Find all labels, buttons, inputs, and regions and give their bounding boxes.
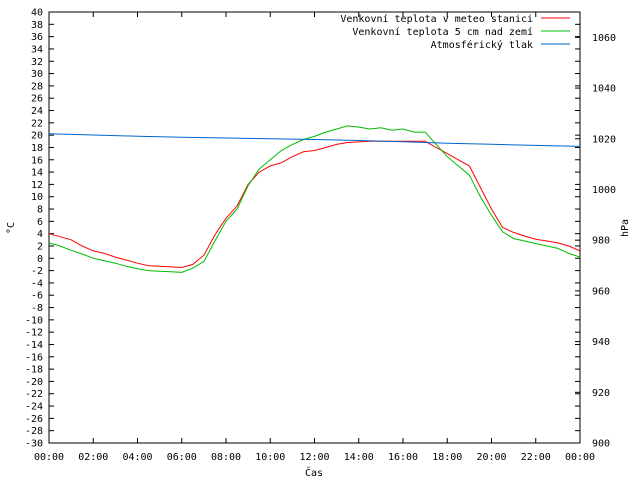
y-left-tick-label: 12 — [31, 180, 43, 191]
legend: Venkovní teplota v meteo staniciVenkovní… — [340, 13, 570, 51]
y-right-tick-label: 900 — [592, 439, 610, 450]
y-left-tick-label: 24 — [31, 106, 43, 117]
y-left-tick-label: 8 — [37, 205, 43, 216]
y-left-tick-label: 26 — [31, 94, 43, 105]
y-left-tick-label: -30 — [25, 439, 43, 450]
y-left-tick-label: -14 — [25, 340, 43, 351]
y-left-tick-label: 14 — [31, 168, 43, 179]
y-left-tick-label: 30 — [31, 69, 43, 80]
x-tick-label: 00:00 — [34, 452, 64, 463]
y-left-tick-label: -2 — [31, 266, 43, 277]
y-left-tick-label: 28 — [31, 81, 43, 92]
y-left-tick-label: 38 — [31, 20, 43, 31]
x-tick-label: 02:00 — [78, 452, 108, 463]
x-tick-label: 22:00 — [521, 452, 551, 463]
legend-label-3: Atmosférický tlak — [431, 39, 533, 51]
legend-label-2: Venkovní teplota 5 cm nad zemí — [352, 26, 533, 38]
y-right-tick-label: 940 — [592, 337, 610, 348]
x-tick-label: 06:00 — [167, 452, 197, 463]
y-left-tick-label: -28 — [25, 426, 43, 437]
y-left-tick-label: -26 — [25, 414, 43, 425]
y-left-tick-label: 34 — [31, 44, 43, 55]
x-axis-title: Čas — [305, 466, 323, 479]
x-tick-label: 18:00 — [432, 452, 462, 463]
y-left-tick-label: 22 — [31, 118, 43, 129]
y-left-tick-label: 16 — [31, 155, 43, 166]
legend-label-1: Venkovní teplota v meteo stanici — [340, 13, 533, 25]
y-left-tick-label: -20 — [25, 377, 43, 388]
y-left-tick-label: 18 — [31, 143, 43, 154]
y-right-tick-label: 1040 — [592, 84, 616, 95]
y-right-tick-label: 1000 — [592, 185, 616, 196]
y-left-tick-label: 2 — [37, 241, 43, 252]
y-right-tick-label: 920 — [592, 388, 610, 399]
y-left-tick-label: 36 — [31, 32, 43, 43]
x-tick-label: 08:00 — [211, 452, 241, 463]
y-left-tick-label: 32 — [31, 57, 43, 68]
y-left-tick-label: 20 — [31, 131, 43, 142]
y-left-tick-label: -12 — [25, 328, 43, 339]
x-tick-label: 16:00 — [388, 452, 418, 463]
x-tick-label: 14:00 — [344, 452, 374, 463]
y-left-tick-label: 0 — [37, 254, 43, 265]
series-line-1 — [48, 140, 581, 269]
y-left-tick-label: -22 — [25, 389, 43, 400]
y-right-tick-label: 980 — [592, 236, 610, 247]
y-left-tick-label: -18 — [25, 365, 43, 376]
series-lines — [48, 125, 581, 273]
x-tick-label: 00:00 — [565, 452, 595, 463]
series-line-2 — [48, 125, 581, 273]
x-tick-label: 04:00 — [122, 452, 152, 463]
y-left-tick-label: 10 — [31, 192, 43, 203]
y-axis-right-title: hPa — [620, 219, 631, 237]
y-left-tick-label: -24 — [25, 402, 43, 413]
y-left-tick-label: -16 — [25, 352, 43, 363]
series-line-3 — [48, 133, 581, 147]
y-left-tick-label: 40 — [31, 8, 43, 19]
plot-border — [48, 11, 581, 444]
y-right-tick-label: 1060 — [592, 33, 616, 44]
y-left-tick-label: -4 — [31, 278, 43, 289]
y-axis-left-title: °C — [6, 222, 17, 234]
axes: -30-28-26-24-22-20-18-16-14-12-10-8-6-4-… — [25, 8, 616, 464]
y-right-tick-label: 960 — [592, 286, 610, 297]
y-left-tick-label: -6 — [31, 291, 43, 302]
y-left-tick-label: -10 — [25, 315, 43, 326]
y-right-tick-label: 1020 — [592, 134, 616, 145]
x-tick-label: 12:00 — [299, 452, 329, 463]
x-tick-label: 10:00 — [255, 452, 285, 463]
y-left-tick-label: 4 — [37, 229, 43, 240]
x-tick-label: 20:00 — [476, 452, 506, 463]
y-left-tick-label: -8 — [31, 303, 43, 314]
y-left-tick-label: 6 — [37, 217, 43, 228]
